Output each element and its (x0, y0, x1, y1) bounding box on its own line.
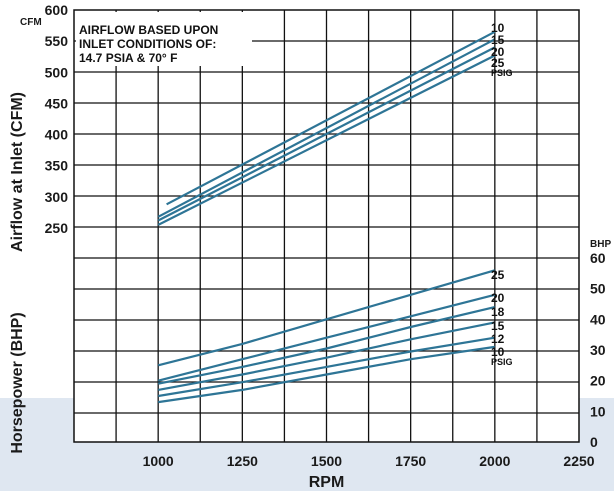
lower-y-tick-label: 40 (590, 311, 606, 327)
x-axis-title: RPM (309, 474, 345, 491)
annotation-box (76, 12, 252, 66)
lower-y-unit: BHP (590, 239, 611, 250)
lower-y-tick-label: 0 (590, 434, 598, 450)
upper-series-label-25: 25 (491, 56, 505, 70)
upper-series-line-20 (157, 46, 496, 222)
series-lines (157, 30, 496, 404)
lower-series-line-12 (158, 336, 495, 398)
x-tick-label: 1500 (311, 453, 342, 469)
x-tick-label: 1000 (143, 453, 174, 469)
x-tick-label: 1750 (395, 453, 426, 469)
upper-y-tick-label: 550 (45, 33, 69, 49)
labels: 1000 1250 1500 1750 2000 2250RPM2503003504004… (9, 2, 611, 491)
lower-series-line-20 (157, 293, 496, 382)
lower-series-line-18 (157, 306, 496, 385)
lower-series-line-15 (158, 321, 496, 391)
lower-series-label-25: 25 (491, 268, 505, 282)
upper-psig-label: PSIG (491, 68, 513, 78)
lower-y-tick-label: 10 (590, 403, 606, 419)
upper-series-label-20: 20 (491, 45, 505, 59)
lower-series-label-12: 12 (491, 332, 505, 346)
upper-series-line-15 (157, 38, 496, 218)
lower-y-tick-label: 30 (590, 342, 606, 358)
upper-y-tick-label: 400 (45, 127, 69, 143)
lower-y-axis-title: Horsepower (BHP) (9, 312, 26, 453)
lower-series-line-10 (158, 345, 495, 404)
lower-psig-label: PSIG (491, 357, 513, 367)
annotation-line: AIRFLOW BASED UPON (79, 23, 218, 37)
lower-series-label-10: 10 (491, 345, 505, 359)
upper-series-line-25 (157, 54, 496, 226)
upper-y-tick-label: 350 (45, 158, 69, 174)
upper-y-tick-label: 300 (45, 189, 69, 205)
annotation-line: 14.7 PSIA & 70° F (79, 51, 177, 65)
lower-series-label-18: 18 (491, 305, 505, 319)
annotation-line: INLET CONDITIONS OF: (79, 37, 216, 51)
lower-series-label-15: 15 (491, 319, 505, 333)
upper-series-label-10: 10 (491, 21, 505, 35)
upper-y-tick-label: 500 (45, 64, 69, 80)
lower-y-tick-label: 20 (590, 373, 606, 389)
upper-y-axis-title: Airflow at Inlet (CFM) (9, 92, 26, 252)
upper-series-line-10 (166, 30, 496, 206)
grid (74, 10, 579, 442)
upper-y-tick-label: 600 (45, 2, 69, 18)
lower-y-tick-label: 50 (590, 281, 606, 297)
x-tick-label: 2250 (563, 453, 594, 469)
upper-series-label-15: 15 (491, 33, 505, 47)
plot-border (73, 9, 580, 443)
lower-y-tick-label: 60 (590, 250, 606, 266)
upper-y-tick-label: 250 (45, 220, 69, 236)
lower-series-line-25 (157, 269, 496, 367)
upper-y-unit: CFM (20, 17, 42, 28)
upper-y-tick-label: 450 (45, 95, 69, 111)
lower-series-label-20: 20 (491, 291, 505, 305)
x-tick-label: 2000 (479, 453, 510, 469)
x-tick-label: 1250 (227, 453, 258, 469)
